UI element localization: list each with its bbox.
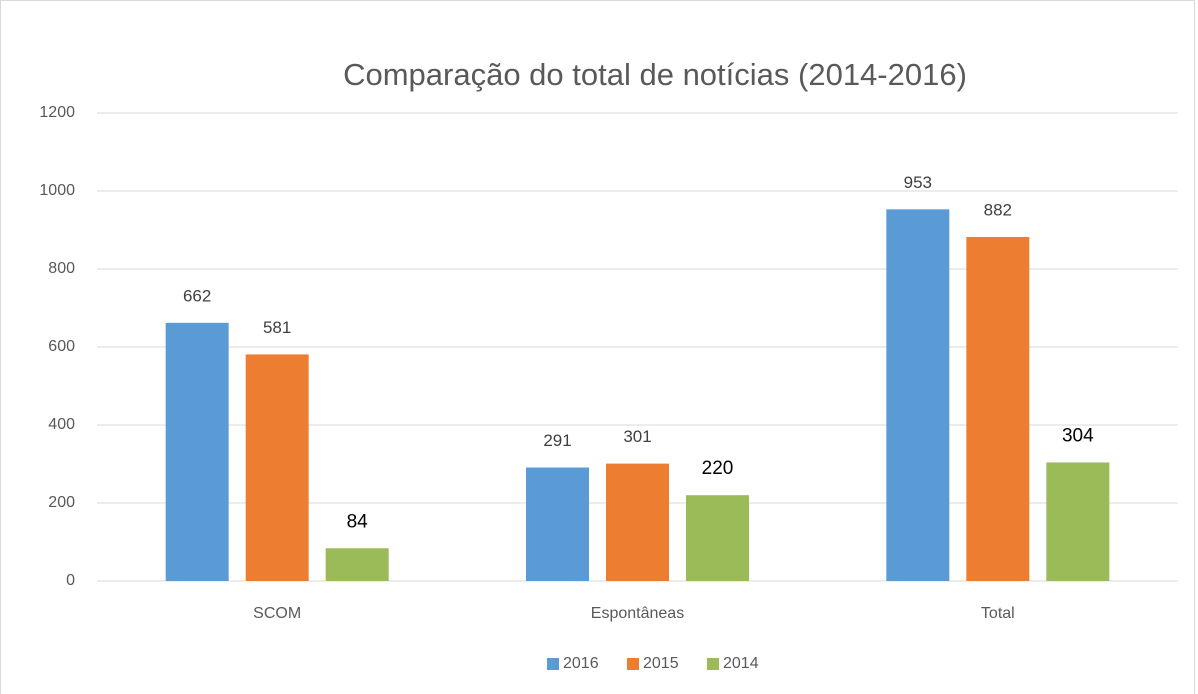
x-tick-label: SCOM	[253, 605, 301, 622]
bar	[325, 548, 389, 581]
y-tick-label: 200	[48, 494, 75, 511]
data-label: 301	[623, 427, 651, 446]
legend-label: 2015	[643, 655, 679, 672]
legend-swatch	[627, 658, 639, 670]
data-label: 304	[1062, 425, 1094, 446]
x-tick-label: Espontâneas	[591, 605, 684, 622]
x-tick-label: Total	[981, 605, 1015, 622]
bar	[165, 322, 229, 581]
y-tick-label: 1200	[39, 104, 75, 121]
data-label: 220	[702, 458, 734, 479]
y-tick-label: 1000	[39, 182, 75, 199]
bar	[245, 354, 309, 581]
data-label: 662	[183, 286, 211, 305]
data-label: 84	[347, 511, 369, 532]
data-label: 291	[543, 431, 571, 450]
legend-label: 2014	[723, 655, 759, 672]
bar	[1046, 462, 1110, 581]
bar	[606, 463, 669, 581]
data-label: 953	[904, 173, 932, 192]
legend-swatch	[707, 658, 719, 670]
data-label: 882	[984, 201, 1012, 220]
bar	[526, 467, 589, 581]
data-label: 581	[263, 318, 291, 337]
y-tick-label: 800	[48, 260, 75, 277]
bar	[966, 237, 1030, 581]
bar	[886, 209, 950, 581]
chart-title: Comparação do total de notícias (2014-20…	[343, 57, 967, 92]
y-tick-label: 400	[48, 416, 75, 433]
y-tick-label: 600	[48, 338, 75, 355]
y-tick-label: 0	[66, 572, 75, 589]
legend-label: 2016	[563, 655, 599, 672]
legend-swatch	[547, 658, 559, 670]
bar	[686, 495, 749, 581]
